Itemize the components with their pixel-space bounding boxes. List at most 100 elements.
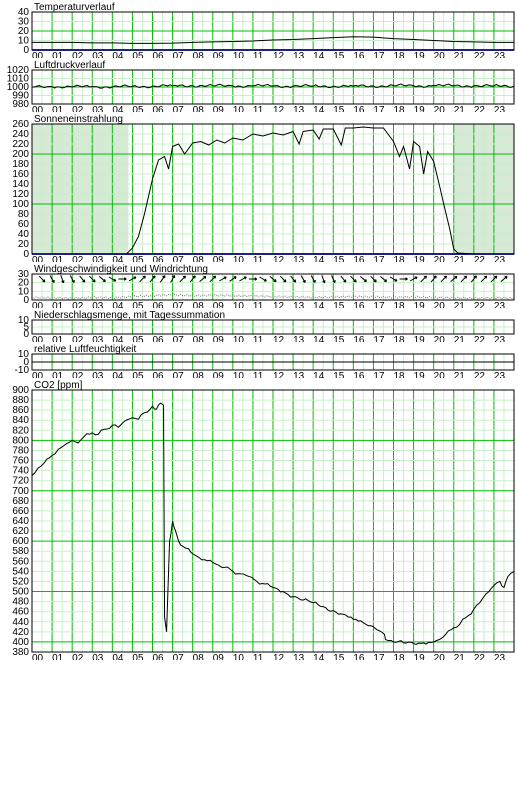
panel-wind: Windgeschwindigkeit und Windrichtung0102… (2, 264, 518, 308)
svg-text:900: 900 (12, 385, 29, 396)
svg-text:19: 19 (414, 301, 426, 308)
svg-text:22: 22 (474, 105, 486, 112)
svg-text:13: 13 (293, 371, 305, 378)
svg-text:20: 20 (18, 239, 30, 250)
svg-text:18: 18 (394, 301, 406, 308)
svg-text:05: 05 (132, 255, 144, 262)
svg-text:18: 18 (394, 51, 406, 58)
svg-text:06: 06 (153, 335, 165, 342)
svg-text:02: 02 (72, 371, 84, 378)
svg-text:220: 220 (12, 139, 29, 150)
svg-text:17: 17 (373, 105, 385, 112)
svg-text:08: 08 (193, 335, 205, 342)
svg-text:12: 12 (273, 301, 285, 308)
svg-text:40: 40 (18, 7, 30, 18)
svg-text:13: 13 (293, 105, 305, 112)
chart-co2: 3804004204404604805005205405605806006206… (2, 380, 518, 660)
svg-text:00: 00 (32, 653, 44, 660)
svg-text:09: 09 (213, 301, 225, 308)
svg-text:11: 11 (253, 301, 264, 308)
svg-text:14: 14 (313, 301, 325, 308)
svg-text:15: 15 (333, 51, 345, 58)
svg-text:10: 10 (233, 371, 245, 378)
svg-text:20: 20 (434, 51, 446, 58)
svg-text:1020: 1020 (7, 65, 30, 76)
svg-text:18: 18 (394, 371, 406, 378)
svg-text:17: 17 (373, 371, 385, 378)
svg-text:800: 800 (12, 435, 29, 446)
svg-text:21: 21 (454, 51, 466, 58)
svg-text:15: 15 (333, 653, 345, 660)
svg-text:01: 01 (52, 371, 64, 378)
svg-text:03: 03 (92, 371, 104, 378)
svg-text:05: 05 (132, 301, 144, 308)
svg-text:01: 01 (52, 255, 64, 262)
svg-text:420: 420 (12, 627, 29, 638)
svg-text:10: 10 (233, 301, 245, 308)
svg-text:16: 16 (353, 301, 365, 308)
svg-text:23: 23 (494, 105, 506, 112)
svg-text:02: 02 (72, 653, 84, 660)
svg-text:17: 17 (373, 653, 385, 660)
svg-text:04: 04 (112, 653, 124, 660)
svg-text:180: 180 (12, 159, 29, 170)
svg-text:380: 380 (12, 647, 29, 658)
svg-text:12: 12 (273, 335, 285, 342)
svg-text:16: 16 (353, 51, 365, 58)
svg-text:02: 02 (72, 255, 84, 262)
svg-text:40: 40 (18, 229, 30, 240)
svg-text:200: 200 (12, 149, 29, 160)
svg-text:17: 17 (373, 301, 385, 308)
svg-text:06: 06 (153, 105, 165, 112)
svg-text:14: 14 (313, 653, 325, 660)
svg-text:13: 13 (293, 335, 305, 342)
svg-text:15: 15 (333, 335, 345, 342)
svg-text:10: 10 (18, 315, 30, 326)
svg-text:100: 100 (12, 199, 29, 210)
svg-text:07: 07 (173, 653, 185, 660)
svg-text:19: 19 (414, 371, 426, 378)
panel-title-wind: Windgeschwindigkeit und Windrichtung (34, 264, 208, 275)
svg-text:23: 23 (494, 255, 506, 262)
svg-text:23: 23 (494, 653, 506, 660)
svg-text:22: 22 (474, 51, 486, 58)
svg-text:140: 140 (12, 179, 29, 190)
svg-text:10: 10 (233, 255, 245, 262)
svg-text:20: 20 (434, 653, 446, 660)
svg-text:540: 540 (12, 566, 29, 577)
svg-text:480: 480 (12, 597, 29, 608)
svg-text:18: 18 (394, 653, 406, 660)
svg-text:10: 10 (18, 36, 30, 47)
svg-text:18: 18 (394, 335, 406, 342)
svg-text:07: 07 (173, 371, 185, 378)
svg-text:80: 80 (18, 209, 30, 220)
svg-text:560: 560 (12, 556, 29, 567)
svg-text:640: 640 (12, 516, 29, 527)
svg-text:04: 04 (112, 51, 124, 58)
panel-humidity: relative Luftfeuchtigkeit-10010000102030… (2, 344, 518, 378)
svg-text:15: 15 (333, 105, 345, 112)
svg-text:05: 05 (132, 51, 144, 58)
svg-text:860: 860 (12, 405, 29, 416)
svg-text:01: 01 (52, 335, 64, 342)
svg-text:460: 460 (12, 607, 29, 618)
svg-text:12: 12 (273, 371, 285, 378)
svg-text:0: 0 (23, 45, 29, 56)
svg-text:240: 240 (12, 129, 29, 140)
svg-text:19: 19 (414, 653, 426, 660)
svg-text:00: 00 (32, 335, 44, 342)
svg-text:120: 120 (12, 189, 29, 200)
svg-text:620: 620 (12, 526, 29, 537)
svg-text:03: 03 (92, 255, 104, 262)
svg-text:00: 00 (32, 105, 44, 112)
svg-text:11: 11 (253, 255, 264, 262)
svg-text:10: 10 (233, 335, 245, 342)
svg-text:520: 520 (12, 576, 29, 587)
svg-text:20: 20 (434, 335, 446, 342)
svg-text:18: 18 (394, 255, 406, 262)
svg-text:12: 12 (273, 255, 285, 262)
svg-text:30: 30 (18, 269, 30, 280)
svg-text:01: 01 (52, 105, 64, 112)
svg-text:21: 21 (454, 371, 466, 378)
svg-text:840: 840 (12, 415, 29, 426)
